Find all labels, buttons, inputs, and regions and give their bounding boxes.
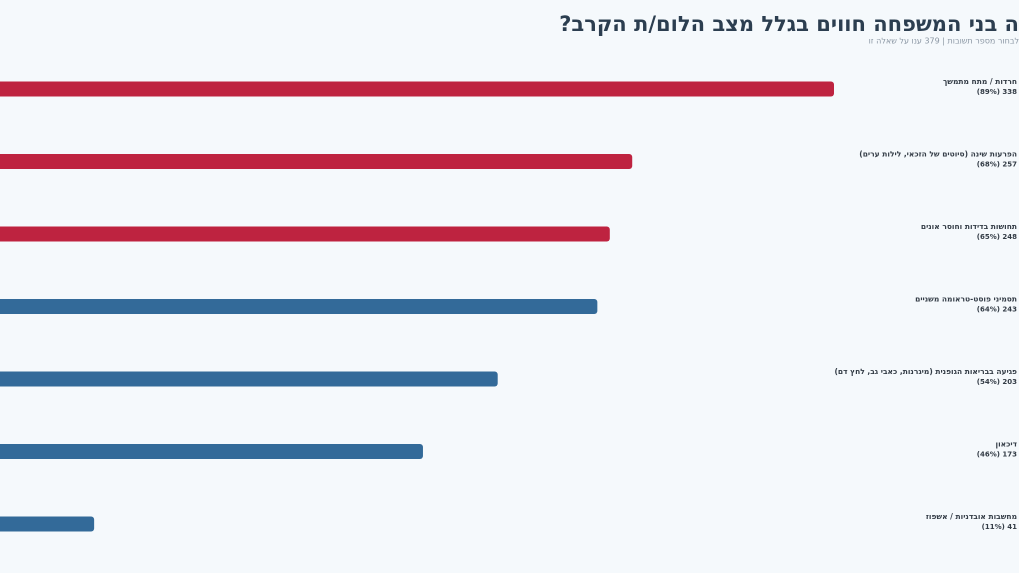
- bar: [0, 299, 598, 314]
- value-label: 203 (54%): [977, 378, 1017, 386]
- chart-subtitle: לבחור מספר תשובות | 379 ענו על שאלה זו: [869, 37, 1019, 46]
- value-label: 338 (89%): [977, 88, 1017, 96]
- bar: [0, 154, 633, 169]
- bar: [0, 371, 498, 387]
- category-label: הפרעות שינה (סיוטים של הזכאי, לילות ערים…: [859, 150, 1017, 159]
- category-label: חרדות / מתח מתמשך: [943, 77, 1017, 86]
- value-label: 257 (68%): [977, 161, 1017, 169]
- chart-title: ה בני המשפחה חווים בגלל מצב הלום/ת הקרב?: [559, 12, 1019, 36]
- bar: [0, 516, 95, 532]
- bar: [0, 81, 834, 97]
- category-label: פגיעה בבריאות הגופנית (מיגרנות, כאבי גב,…: [834, 367, 1017, 376]
- bar: [0, 226, 610, 242]
- category-label: תסמיני פוסט-טראומה משניים: [915, 295, 1017, 304]
- category-label: מחשבות אובדניות / אשפוז: [926, 512, 1017, 521]
- value-label: 41 (11%): [982, 523, 1017, 531]
- value-label: 243 (64%): [977, 306, 1017, 314]
- bar: [0, 444, 423, 459]
- value-label: 248 (65%): [977, 233, 1017, 241]
- category-label: דיכאון: [996, 440, 1018, 449]
- category-label: תחושות בדידות וחוסר אונים: [921, 222, 1017, 231]
- value-label: 173 (46%): [977, 451, 1017, 459]
